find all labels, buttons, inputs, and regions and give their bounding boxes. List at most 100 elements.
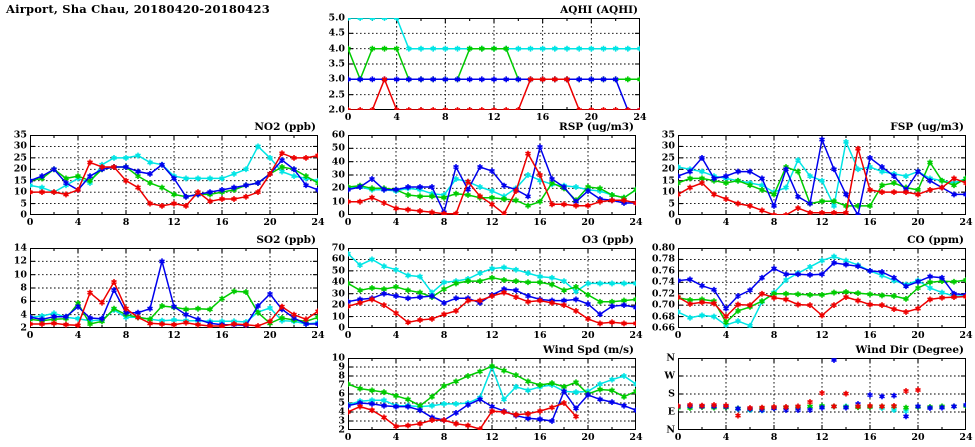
y-tick-label: 10 <box>13 269 27 281</box>
series-markers-red <box>30 150 318 209</box>
y-tick-label: 0 <box>668 209 675 221</box>
panel-co: CO (ppm) 0.66 0.68 0.70 0.72 0.74 0.76 0.78 0.80… <box>652 234 973 341</box>
y-tick-label: 25 <box>13 152 27 164</box>
x-tick-label: 12 <box>815 217 829 228</box>
panel-title-wind-dir: Wind Dir (Degree) <box>855 344 964 356</box>
y-tick-label: 30 <box>331 288 345 300</box>
y-tick-label: 10 <box>661 186 675 198</box>
y-tick-label: 0.76 <box>651 265 675 277</box>
y-tick-label: 30 <box>13 140 27 152</box>
plot-area-aqhi <box>348 18 640 110</box>
y-tick-label: 2.0 <box>328 104 345 116</box>
x-tick-label: 24 <box>629 217 643 228</box>
y-tick-label: N <box>666 424 675 436</box>
page-title: Airport, Sha Chau, 20180420-20180423 <box>6 2 270 16</box>
y-tick-label: 8 <box>20 282 27 294</box>
x-tick-label: 8 <box>122 330 130 341</box>
x-tick-label: 0 <box>344 330 352 341</box>
y-tick-label: W <box>664 370 675 382</box>
y-tick-label: 0.80 <box>651 242 675 254</box>
y-tick-label: 5 <box>338 397 345 409</box>
x-tick-label: 0 <box>674 330 682 341</box>
x-tick-label: 16 <box>215 217 229 228</box>
y-tick-label: 40 <box>331 276 345 288</box>
y-tick-label: 0 <box>338 322 345 334</box>
y-tick-label: 60 <box>331 129 345 141</box>
x-tick-label: 4 <box>74 217 82 228</box>
panel-no2: NO2 (ppb) 0 5 10 15 20 25 30 35 0 4 8 12 16 20 24 <box>14 121 325 228</box>
series-markers-red <box>348 289 636 327</box>
x-tick-label: 8 <box>770 217 778 228</box>
panel-title-wind-spd: Wind Spd (m/s) <box>543 344 634 356</box>
x-tick-label: 12 <box>487 112 501 123</box>
panel-title-no2: NO2 (ppb) <box>254 121 316 133</box>
y-tick-label: 50 <box>331 142 345 154</box>
y-tick-label: 10 <box>331 196 345 208</box>
y-tick-label: 0 <box>338 209 345 221</box>
x-tick-label: 16 <box>536 112 550 123</box>
y-tick-label: S <box>668 388 675 400</box>
y-tick-label: 35 <box>13 129 27 141</box>
plot-area-wind-spd <box>348 358 636 430</box>
x-tick-label: 12 <box>815 432 829 443</box>
x-tick-label: 8 <box>122 217 130 228</box>
x-tick-label: 20 <box>581 330 595 341</box>
series-markers-blue <box>30 157 318 200</box>
x-tick-label: 20 <box>263 330 277 341</box>
y-tick-label: N <box>666 352 675 364</box>
y-tick-label: 7 <box>338 379 345 391</box>
y-tick-label: 0.72 <box>651 288 675 300</box>
y-tick-label: 4 <box>338 406 345 418</box>
y-tick-label: 30 <box>661 140 675 152</box>
x-tick-label: 24 <box>629 330 643 341</box>
panel-title-rsp: RSP (ug/m3) <box>558 121 634 133</box>
series-line-green <box>348 365 636 407</box>
series-markers-green <box>348 363 636 409</box>
y-tick-label: 35 <box>661 129 675 141</box>
x-tick-label: 8 <box>442 112 449 123</box>
x-tick-label: 12 <box>485 432 499 443</box>
x-tick-label: 24 <box>311 330 325 341</box>
x-tick-label: 8 <box>770 432 778 443</box>
x-tick-label: 20 <box>584 112 598 123</box>
y-tick-label: 8 <box>338 370 345 382</box>
y-tick-label: 5.0 <box>328 12 345 24</box>
series-markers-red <box>348 400 579 430</box>
x-tick-label: 4 <box>392 217 400 228</box>
x-tick-label: 24 <box>959 330 973 341</box>
y-tick-label: 10 <box>331 311 345 323</box>
x-tick-label: 16 <box>533 432 547 443</box>
x-tick-label: 16 <box>533 217 547 228</box>
x-tick-label: 0 <box>674 432 682 443</box>
y-tick-label: 15 <box>13 175 27 187</box>
x-tick-label: 12 <box>485 217 499 228</box>
x-tick-label: 20 <box>581 432 595 443</box>
x-tick-label: 0 <box>674 217 682 228</box>
series-markers-blue <box>678 259 966 312</box>
x-tick-label: 8 <box>440 217 448 228</box>
x-tick-label: 24 <box>959 432 973 443</box>
y-tick-label: 2 <box>20 322 27 334</box>
x-tick-label: 24 <box>629 432 643 443</box>
y-tick-label: 0.68 <box>651 311 675 323</box>
y-tick-label: 10 <box>13 186 27 198</box>
y-tick-label: 10 <box>331 352 345 364</box>
y-tick-label: 14 <box>13 242 27 254</box>
panel-fsp: FSP (ug/m3) 0 5 10 15 20 25 30 35 0 4 8 12 16 20 24 <box>662 121 973 228</box>
y-tick-label: 25 <box>661 152 675 164</box>
x-tick-label: 12 <box>167 330 181 341</box>
series-markers-red <box>678 290 966 320</box>
x-tick-label: 0 <box>26 217 34 228</box>
x-tick-label: 4 <box>722 432 730 443</box>
series-markers-red <box>678 387 921 419</box>
y-tick-label: 60 <box>331 253 345 265</box>
x-tick-label: 16 <box>533 330 547 341</box>
x-tick-label: 16 <box>863 330 877 341</box>
plot-area-wind-dir <box>678 358 966 430</box>
y-tick-label: E <box>667 406 675 418</box>
y-tick-label: 0.66 <box>651 322 675 334</box>
plot-area-o3 <box>348 248 636 328</box>
y-tick-label: 4.5 <box>328 27 345 39</box>
panel-rsp: RSP (ug/m3) 0 10 20 30 40 50 60 0 4 8 12 16 20 24 <box>332 121 643 228</box>
series-markers-green <box>348 274 636 305</box>
